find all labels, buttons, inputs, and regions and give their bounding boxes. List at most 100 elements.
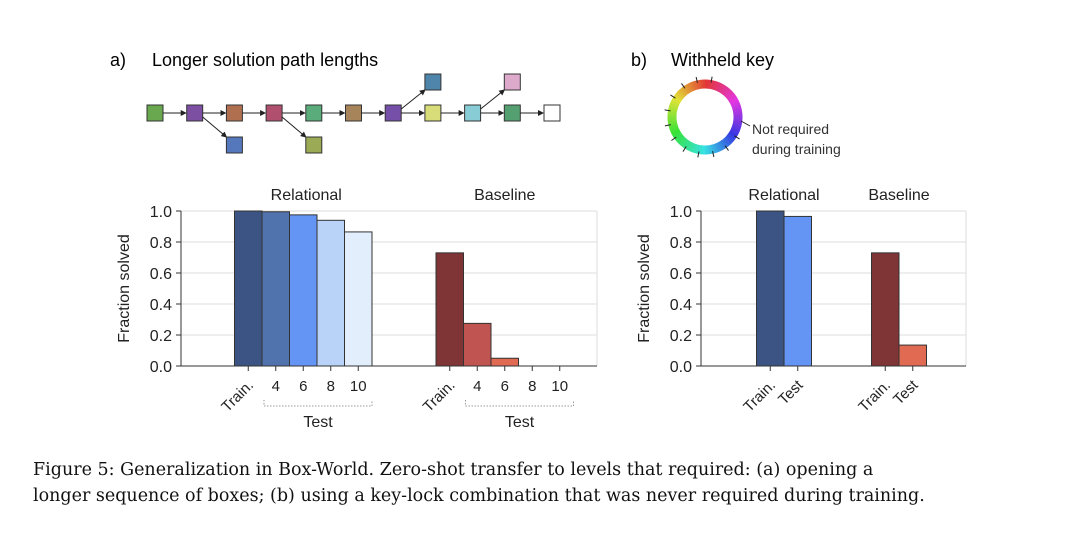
wheel-segment bbox=[729, 98, 739, 105]
wheel-segment bbox=[672, 95, 682, 103]
branch-arrow bbox=[202, 116, 228, 138]
box-node bbox=[146, 104, 164, 122]
wheel-segment bbox=[670, 127, 680, 134]
box-sequence-diagram bbox=[146, 73, 561, 154]
box-node bbox=[225, 104, 243, 122]
y-tick-label: 0.0 bbox=[670, 359, 692, 376]
wheel-segment bbox=[718, 141, 725, 151]
wheel-segment bbox=[716, 142, 723, 152]
x-tick-label: Train. bbox=[218, 377, 257, 416]
wheel-segment bbox=[732, 107, 742, 113]
box-node bbox=[305, 104, 323, 122]
wheel-tick bbox=[670, 94, 676, 99]
wheel-segment bbox=[731, 102, 741, 109]
bar bbox=[871, 252, 900, 367]
branch-box-node bbox=[424, 73, 442, 91]
y-tick-label: 0.4 bbox=[150, 297, 172, 314]
wheel-segment bbox=[668, 123, 678, 129]
y-tick-label: 0.4 bbox=[670, 297, 692, 314]
wheel-segment bbox=[692, 80, 698, 91]
chart-b: 0.0 0.2 0.4 0.6 0.8 1.0 Fraction solved Relatio… bbox=[636, 187, 967, 416]
panel-b-label: b) bbox=[631, 50, 647, 70]
wheel-segment bbox=[668, 121, 678, 127]
group-label: Baseline bbox=[474, 187, 535, 204]
wheel-segment bbox=[725, 134, 735, 143]
wheel-segment bbox=[719, 140, 728, 149]
bar bbox=[756, 210, 785, 367]
wheel-segment bbox=[668, 105, 678, 111]
bar bbox=[463, 322, 492, 367]
wheel-segment bbox=[726, 91, 735, 100]
wheel-segment bbox=[720, 85, 728, 95]
wheel-segment bbox=[680, 138, 689, 148]
wheel-segment bbox=[685, 83, 692, 93]
bar bbox=[783, 215, 812, 367]
wheel-segment bbox=[673, 132, 683, 141]
box-node bbox=[186, 104, 204, 122]
wheel-note-2: during training bbox=[752, 141, 841, 157]
wheel-segment bbox=[694, 80, 700, 90]
bar bbox=[261, 211, 290, 367]
wheel-tick bbox=[712, 151, 715, 158]
y-axis-label: Fraction solved bbox=[116, 234, 133, 343]
wheel-segment bbox=[677, 89, 686, 98]
y-tick-label: 0.6 bbox=[150, 266, 172, 283]
wheel-segment bbox=[727, 132, 737, 141]
wheel-segment bbox=[670, 100, 680, 107]
wheel-segment bbox=[732, 123, 742, 129]
branch-box-node bbox=[503, 73, 521, 91]
wheel-segment bbox=[680, 86, 689, 96]
branch-arrow bbox=[400, 89, 426, 110]
y-tick-label: 0.2 bbox=[150, 328, 172, 345]
wheel-segment bbox=[731, 125, 741, 132]
wheel-segment bbox=[723, 137, 732, 146]
x-tick-label: 10 bbox=[350, 378, 367, 395]
branch-box-node bbox=[305, 136, 323, 154]
wheel-segment bbox=[694, 144, 700, 154]
y-tick-label: 1.0 bbox=[150, 204, 172, 221]
wheel-segment bbox=[723, 88, 732, 97]
branch-arrow bbox=[281, 116, 307, 138]
box-node bbox=[424, 104, 442, 122]
wheel-segment bbox=[729, 129, 739, 137]
wheel-segment bbox=[682, 139, 690, 149]
bar bbox=[344, 231, 373, 367]
y-tick-label: 0.8 bbox=[150, 235, 172, 252]
wheel-segment bbox=[669, 102, 679, 109]
wheel-segment bbox=[712, 143, 718, 154]
wheel-pointer bbox=[740, 120, 751, 127]
wheel-tick bbox=[734, 135, 740, 140]
wheel-segment bbox=[730, 127, 740, 134]
y-tick-label: 0.2 bbox=[670, 328, 692, 345]
wheel-segment bbox=[684, 141, 692, 151]
wheel-segment bbox=[682, 85, 691, 94]
wheel-segment bbox=[669, 125, 679, 132]
x-tick-label: Train. bbox=[855, 377, 894, 416]
wheel-tick bbox=[695, 76, 698, 83]
wheel-segment bbox=[716, 82, 723, 92]
wheel-segment bbox=[675, 91, 685, 100]
wheel-tick bbox=[697, 151, 700, 158]
wheel-segment bbox=[721, 138, 730, 148]
bar bbox=[490, 357, 519, 367]
y-tick-label: 0.0 bbox=[150, 359, 172, 376]
box-node bbox=[503, 104, 521, 122]
wheel-segment bbox=[730, 100, 740, 107]
panel-a-label: a) bbox=[110, 50, 126, 70]
wheel-segment bbox=[678, 137, 687, 146]
x-tick-label: 6 bbox=[501, 378, 509, 395]
wheel-tick bbox=[664, 124, 671, 127]
x-tick-label: Test bbox=[775, 376, 807, 408]
bar bbox=[435, 252, 464, 367]
wheel-tick bbox=[681, 83, 686, 89]
bar bbox=[316, 219, 345, 367]
y-axis-label: Fraction solved bbox=[636, 234, 653, 343]
y-tick-label: 0.8 bbox=[670, 235, 692, 252]
panel-a-title: Longer solution path lengths bbox=[152, 50, 378, 70]
x-tick-label: Test bbox=[890, 376, 922, 408]
box-node bbox=[345, 104, 362, 122]
wheel-segment bbox=[714, 143, 721, 153]
x-tick-label: 4 bbox=[272, 378, 280, 395]
group-label: Relational bbox=[271, 187, 342, 204]
